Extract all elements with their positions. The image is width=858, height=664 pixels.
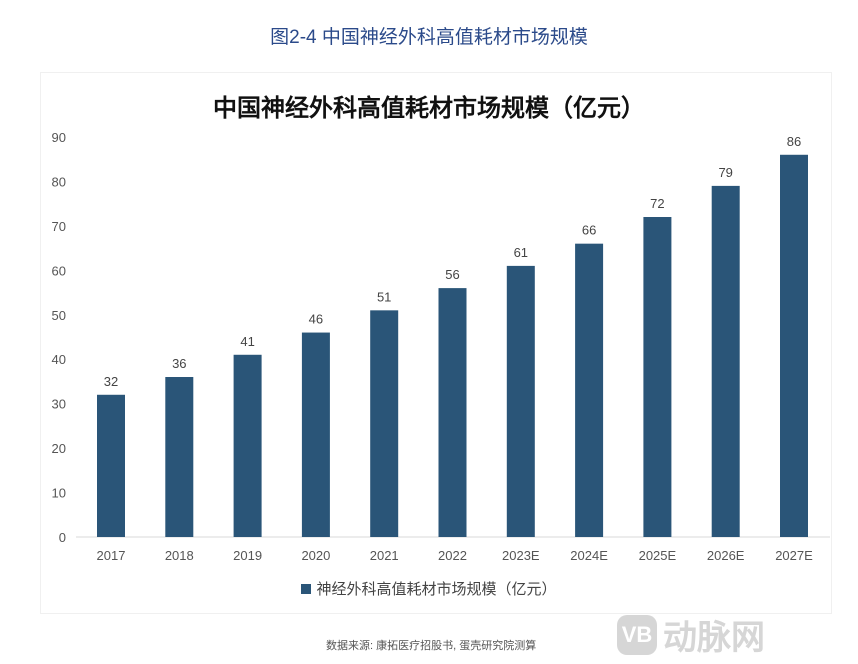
y-tick-label: 50 [52,308,66,323]
x-tick-label: 2018 [165,548,194,563]
watermark: VB 动脉网 [617,610,765,659]
y-tick-label: 20 [52,441,66,456]
y-tick-label: 70 [52,219,66,234]
bar [370,310,399,537]
bar [233,354,262,537]
x-tick-label: 2026E [707,548,745,563]
y-tick-label: 40 [52,352,66,367]
data-label: 56 [445,267,459,282]
x-tick-label: 2023E [502,548,540,563]
figure-caption: 图2-4 中国神经外科高值耗材市场规模 [270,27,588,48]
bar [575,243,604,537]
bar [711,185,740,537]
data-label: 32 [104,374,118,389]
y-tick-label: 30 [52,397,66,412]
bar [97,394,125,537]
y-tick-label: 60 [52,263,66,278]
watermark-text: 动脉网 [663,619,765,657]
y-tick-label: 10 [52,486,66,501]
y-tick-label: 0 [59,530,66,545]
data-label: 86 [787,134,801,149]
watermark-logo-icon: VB [617,614,657,655]
bar [301,332,330,537]
data-label: 36 [172,356,186,371]
y-tick-label: 90 [52,130,66,145]
source-note: 数据来源: 康拓医疗招股书, 蛋壳研究院测算 [326,640,537,652]
bar [643,217,672,537]
bar [506,265,535,537]
data-label: 51 [377,289,391,304]
bar [780,154,808,537]
chart-title: 中国神经外科高值耗材市场规模（亿元） [213,95,645,122]
x-tick-label: 2025E [639,548,677,563]
x-tick-label: 2020 [301,548,330,563]
x-tick-label: 2019 [233,548,262,563]
y-tick-label: 80 [52,174,66,189]
x-tick-label: 2027E [775,548,813,563]
chart-frame [40,72,832,614]
legend-label: 神经外科高值耗材市场规模（亿元） [316,581,557,598]
data-label: 46 [309,312,323,327]
data-label: 41 [240,334,254,349]
data-label: 66 [582,223,596,238]
legend: 神经外科高值耗材市场规模（亿元） [0,578,858,599]
x-tick-label: 2022 [438,548,467,563]
legend-swatch [301,584,312,594]
bar [438,288,467,537]
x-tick-label: 2024E [570,548,608,563]
bar [165,377,194,537]
x-tick-label: 2017 [97,548,126,563]
data-label: 72 [650,196,664,211]
x-tick-label: 2021 [370,548,399,563]
data-label: 79 [718,165,732,180]
data-label: 61 [514,245,528,260]
